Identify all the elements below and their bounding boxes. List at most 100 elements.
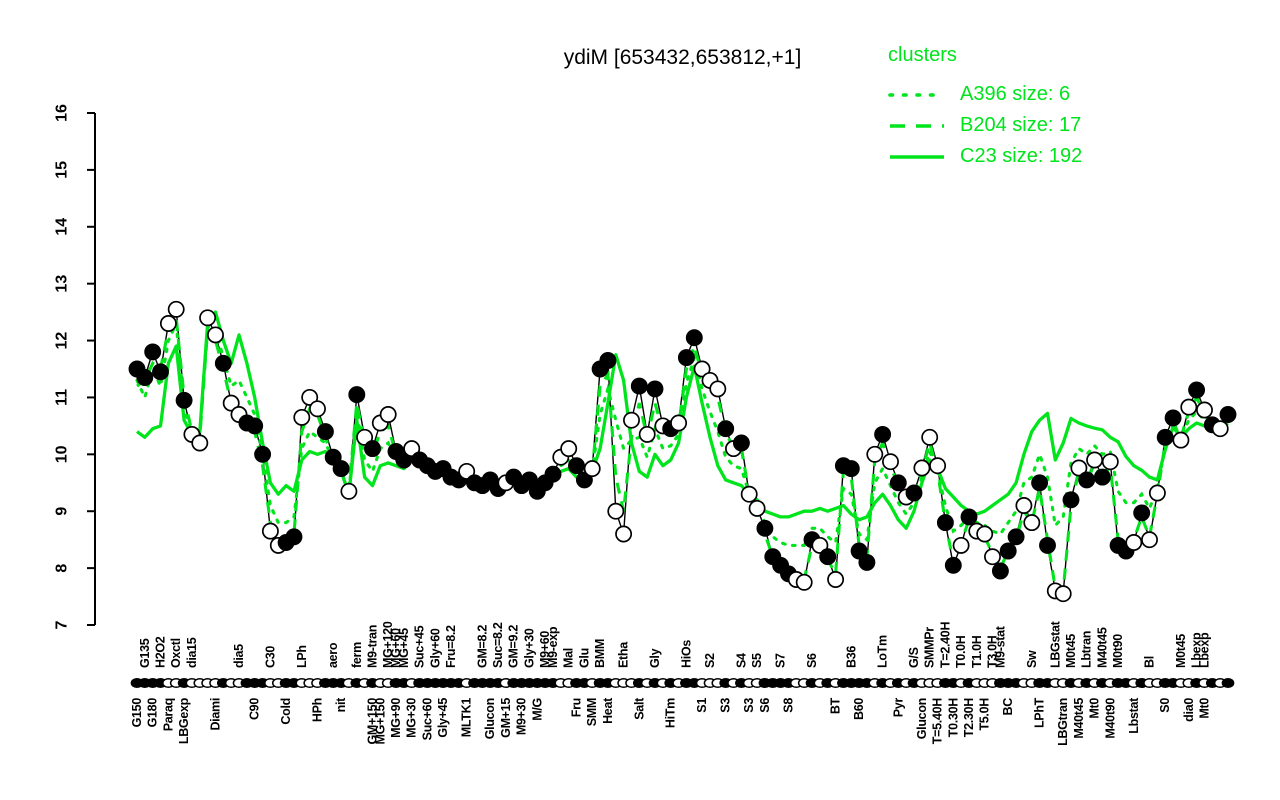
data-point-filled <box>316 423 334 441</box>
data-point-open <box>984 548 1001 566</box>
data-point-filled <box>889 474 907 492</box>
data-point-open <box>261 522 279 540</box>
data-point-filled <box>1188 381 1206 399</box>
x-tick-label: HiTm <box>664 698 678 728</box>
x-tick-label: T0.30H <box>946 698 960 737</box>
data-point-filled <box>756 519 774 537</box>
data-point-open <box>795 573 813 591</box>
x-tick-label: Salt <box>632 697 646 720</box>
x-tick-label: M40t90 <box>1103 698 1117 739</box>
data-point-filled <box>152 363 169 381</box>
legend-entry-c23: C23 size: 192 <box>888 141 1082 172</box>
data-point-open <box>379 406 397 423</box>
x-tick-label: T2.30H <box>962 698 976 737</box>
x-tick-label: MLTK1 <box>460 698 474 738</box>
data-point-open <box>340 482 358 500</box>
legend: clusters A396 size: 6 B204 size: 17 C23 … <box>888 44 1082 172</box>
data-point-open <box>199 309 217 327</box>
x-tick-label: M0t90 <box>1111 634 1125 668</box>
plot-title: ydiM [653432,653812,+1] <box>563 46 802 69</box>
data-point-open <box>615 525 633 543</box>
data-point-filled <box>1093 468 1111 486</box>
x-tick-label: B36 <box>844 646 858 668</box>
data-point-open <box>1070 459 1088 477</box>
x-tick-label: M40t45 <box>1095 627 1109 668</box>
data-point-filled <box>936 514 954 532</box>
x-tick-label: Gly+60 <box>428 628 442 668</box>
y-tick-label: 13 <box>54 275 71 293</box>
data-point-open <box>293 408 311 426</box>
x-tick-label: T0.0H <box>954 635 968 668</box>
data-point-filled <box>1133 504 1151 522</box>
data-point-filled <box>348 386 366 404</box>
data-point-filled <box>850 542 868 560</box>
data-point-open <box>458 462 476 480</box>
data-point-open <box>222 394 240 412</box>
legend-entry-label: B204 size: 17 <box>960 114 1082 136</box>
data-point-filled <box>944 556 962 574</box>
y-tick-label: 11 <box>54 389 71 406</box>
x-tick-label: S0 <box>1158 698 1172 713</box>
x-tick-label: S8 <box>781 698 795 713</box>
y-tick-label: 12 <box>54 332 71 350</box>
data-point-open <box>191 434 209 452</box>
x-tick-label: ferm <box>350 642 364 668</box>
x-tick-label: dia15 <box>185 637 199 668</box>
x-tick-label: GM+150 <box>365 698 379 745</box>
x-tick-label: S5 <box>750 653 764 668</box>
x-tick-label: G180 <box>146 698 160 728</box>
data-point-open <box>1172 431 1190 449</box>
data-point-open <box>1086 451 1104 469</box>
data-point-filled <box>175 391 193 409</box>
data-point-filled <box>254 445 272 463</box>
data-point-open <box>709 380 727 398</box>
x-tick-label: M/G <box>530 698 544 721</box>
legend-heading: clusters <box>888 44 957 66</box>
x-tick-label: Lbstat <box>1127 697 1141 734</box>
y-tick-label: 8 <box>54 564 71 573</box>
rug-marker <box>1221 677 1235 689</box>
data-point-open <box>1125 534 1143 551</box>
x-tick-label: Etha <box>617 641 631 668</box>
data-point-open <box>309 400 326 418</box>
data-point-filled <box>1039 536 1056 554</box>
x-tick-label: S2 <box>703 653 717 668</box>
x-tick-label: aero <box>326 642 340 668</box>
x-tick-label: M9+30 <box>515 698 529 735</box>
x-tick-label: Lbtran <box>1080 631 1094 668</box>
data-point-open <box>921 428 939 446</box>
x-tick-label: LBGexp <box>177 697 191 744</box>
x-tick-label: T1.0H <box>970 635 984 668</box>
data-point-open <box>748 499 766 517</box>
y-tick-label: 15 <box>54 161 71 179</box>
data-point-filled <box>1062 491 1080 509</box>
y-tick-label: 14 <box>54 218 71 236</box>
x-tick-label: S6 <box>758 698 772 713</box>
data-point-filled <box>1078 471 1096 489</box>
x-tick-label: S1 <box>695 698 709 713</box>
data-point-open <box>1196 401 1213 419</box>
x-tick-label: B60 <box>852 698 866 720</box>
data-point-filled <box>520 471 538 489</box>
x-tick-label: M9-tran <box>365 625 379 668</box>
x-tick-label: S6 <box>805 653 819 668</box>
data-point-filled <box>999 542 1017 560</box>
data-point-open <box>356 428 374 446</box>
x-tick-label: Diami <box>208 698 222 731</box>
x-tick-label: dia0 <box>1182 698 1196 722</box>
x-tick-label: Gly+30 <box>522 628 536 668</box>
x-tick-label: BC <box>1001 698 1015 716</box>
data-point-open <box>207 326 224 344</box>
x-tick-label: Mal <box>562 648 576 668</box>
data-point-filled <box>1164 409 1182 427</box>
data-point-filled <box>858 553 876 571</box>
data-point-filled <box>575 471 593 489</box>
x-tick-label: GM+15 <box>499 698 513 738</box>
data-point-filled <box>364 440 381 458</box>
data-point-open <box>1101 453 1119 471</box>
x-tick-label: H2O2 <box>154 636 168 668</box>
data-point-open <box>693 360 711 378</box>
x-tick-label: BT <box>829 697 843 714</box>
data-point-open <box>670 414 688 432</box>
data-point-filled <box>599 352 617 369</box>
